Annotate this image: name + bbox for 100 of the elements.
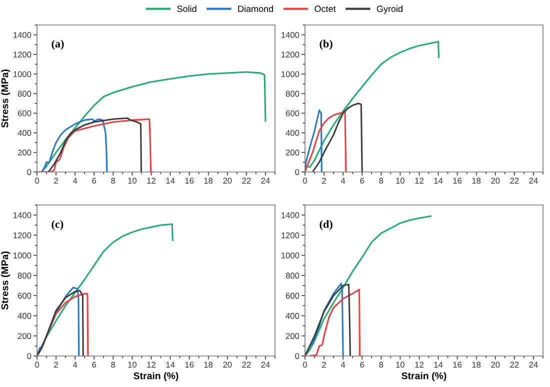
x-tick-label: 2 bbox=[54, 362, 58, 368]
x-tick-label: 16 bbox=[453, 362, 462, 368]
x-tick-label: 18 bbox=[472, 362, 481, 368]
x-tick-label: 4 bbox=[340, 178, 346, 184]
x-tick-label: 8 bbox=[379, 362, 384, 368]
x-tick-label: 0 bbox=[303, 178, 307, 184]
line-series bbox=[305, 110, 347, 172]
x-tick-label: 20 bbox=[223, 362, 232, 368]
legend-label: Diamond bbox=[238, 5, 274, 12]
x-tick-label: 18 bbox=[472, 178, 481, 184]
y-tick-label: 1000 bbox=[14, 71, 32, 78]
x-tick-label: 22 bbox=[242, 178, 251, 184]
y-tick-label: 1200 bbox=[14, 52, 32, 58]
legend-label: Solid bbox=[177, 5, 196, 12]
x-tick-label: 18 bbox=[204, 362, 213, 368]
line-series bbox=[305, 215, 432, 356]
y-tick-label: 400 bbox=[286, 312, 300, 319]
x-tick-label: 14 bbox=[166, 362, 175, 368]
y-tick-label: 600 bbox=[286, 110, 300, 116]
x-tick-label: 10 bbox=[128, 178, 137, 184]
x-axis-title: Strain (%) bbox=[402, 372, 446, 382]
y-tick-label: 200 bbox=[286, 333, 300, 339]
x-tick-label: 6 bbox=[360, 362, 364, 368]
y-tick-label: 600 bbox=[18, 110, 32, 116]
x-tick-label: 4 bbox=[340, 362, 346, 368]
x-axis-title: Strain (%) bbox=[134, 372, 178, 382]
x-tick-label: 22 bbox=[510, 178, 519, 184]
y-tick-label: 1200 bbox=[282, 232, 300, 238]
x-tick-label: 16 bbox=[185, 362, 194, 368]
y-tick-label: 1200 bbox=[14, 232, 32, 238]
y-tick-label: 0 bbox=[295, 353, 300, 360]
legend-label: Gyroid bbox=[376, 5, 402, 14]
y-axis-title: Stress (MPa) bbox=[1, 252, 10, 310]
x-tick-label: 22 bbox=[242, 362, 251, 368]
x-tick-label: 14 bbox=[166, 178, 175, 184]
x-tick-label: 12 bbox=[415, 362, 424, 368]
y-tick-label: 400 bbox=[286, 130, 300, 136]
x-tick-label: 24 bbox=[261, 178, 270, 184]
line-series bbox=[48, 117, 142, 172]
x-tick-label: 14 bbox=[434, 178, 443, 184]
x-tick-label: 6 bbox=[92, 362, 96, 368]
line-series bbox=[308, 288, 363, 356]
x-tick-label: 14 bbox=[434, 362, 443, 368]
y-tick-label: 1200 bbox=[282, 52, 300, 58]
y-tick-label: 1400 bbox=[282, 32, 300, 38]
y-tick-label: 1400 bbox=[14, 212, 32, 218]
line-series bbox=[305, 284, 351, 356]
line-series bbox=[40, 71, 266, 172]
line-series bbox=[37, 118, 154, 172]
x-tick-label: 20 bbox=[491, 362, 500, 368]
x-tick-label: 12 bbox=[147, 178, 156, 184]
x-tick-label: 8 bbox=[111, 362, 116, 368]
y-tick-label: 200 bbox=[18, 333, 32, 339]
y-tick-label: 1400 bbox=[282, 212, 300, 218]
annotation: (b) bbox=[320, 40, 332, 50]
line-series bbox=[305, 109, 322, 172]
y-tick-label: 800 bbox=[286, 272, 300, 279]
legend-label: Octet bbox=[314, 6, 336, 12]
x-tick-label: 22 bbox=[510, 362, 519, 368]
x-tick-label: 10 bbox=[128, 362, 137, 368]
y-tick-label: 1000 bbox=[282, 71, 300, 78]
y-tick-label: 600 bbox=[18, 292, 32, 299]
y-tick-label: 400 bbox=[18, 312, 32, 319]
y-tick-label: 1000 bbox=[14, 252, 32, 258]
line-series bbox=[312, 102, 363, 172]
x-tick-label: 12 bbox=[415, 178, 424, 184]
y-tick-label: 0 bbox=[295, 169, 300, 176]
x-tick-label: 20 bbox=[223, 178, 232, 184]
y-tick-label: 0 bbox=[27, 353, 32, 360]
annotation: (a) bbox=[52, 40, 64, 50]
y-tick-label: 1000 bbox=[282, 252, 300, 258]
x-tick-label: 12 bbox=[147, 362, 156, 368]
line-series bbox=[40, 118, 108, 172]
x-tick-label: 10 bbox=[396, 362, 405, 368]
x-tick-label: 0 bbox=[35, 178, 39, 184]
y-tick-label: 800 bbox=[18, 90, 32, 97]
x-tick-label: 24 bbox=[529, 178, 538, 184]
y-tick-label: 400 bbox=[18, 130, 32, 136]
y-tick-label: 200 bbox=[18, 150, 32, 156]
annotation: (c) bbox=[52, 220, 64, 230]
x-tick-label: 20 bbox=[491, 178, 500, 184]
x-tick-label: 0 bbox=[35, 362, 39, 368]
annotation: (d) bbox=[320, 220, 332, 230]
x-tick-label: 4 bbox=[72, 362, 78, 368]
x-tick-label: 16 bbox=[185, 178, 194, 184]
y-tick-label: 800 bbox=[286, 90, 300, 97]
x-tick-label: 2 bbox=[54, 178, 58, 184]
x-tick-label: 24 bbox=[529, 362, 538, 368]
x-tick-label: 4 bbox=[72, 178, 78, 184]
y-tick-label: 200 bbox=[286, 150, 300, 156]
x-tick-label: 8 bbox=[111, 178, 116, 184]
x-tick-label: 16 bbox=[453, 178, 462, 184]
x-tick-label: 24 bbox=[261, 362, 270, 368]
x-tick-label: 6 bbox=[360, 178, 364, 184]
x-tick-label: 2 bbox=[322, 178, 326, 184]
x-tick-label: 18 bbox=[204, 178, 213, 184]
y-tick-label: 600 bbox=[286, 292, 300, 299]
y-axis-title: Stress (MPa) bbox=[1, 70, 10, 128]
y-tick-label: 1400 bbox=[14, 32, 32, 38]
y-tick-label: 0 bbox=[27, 169, 32, 176]
